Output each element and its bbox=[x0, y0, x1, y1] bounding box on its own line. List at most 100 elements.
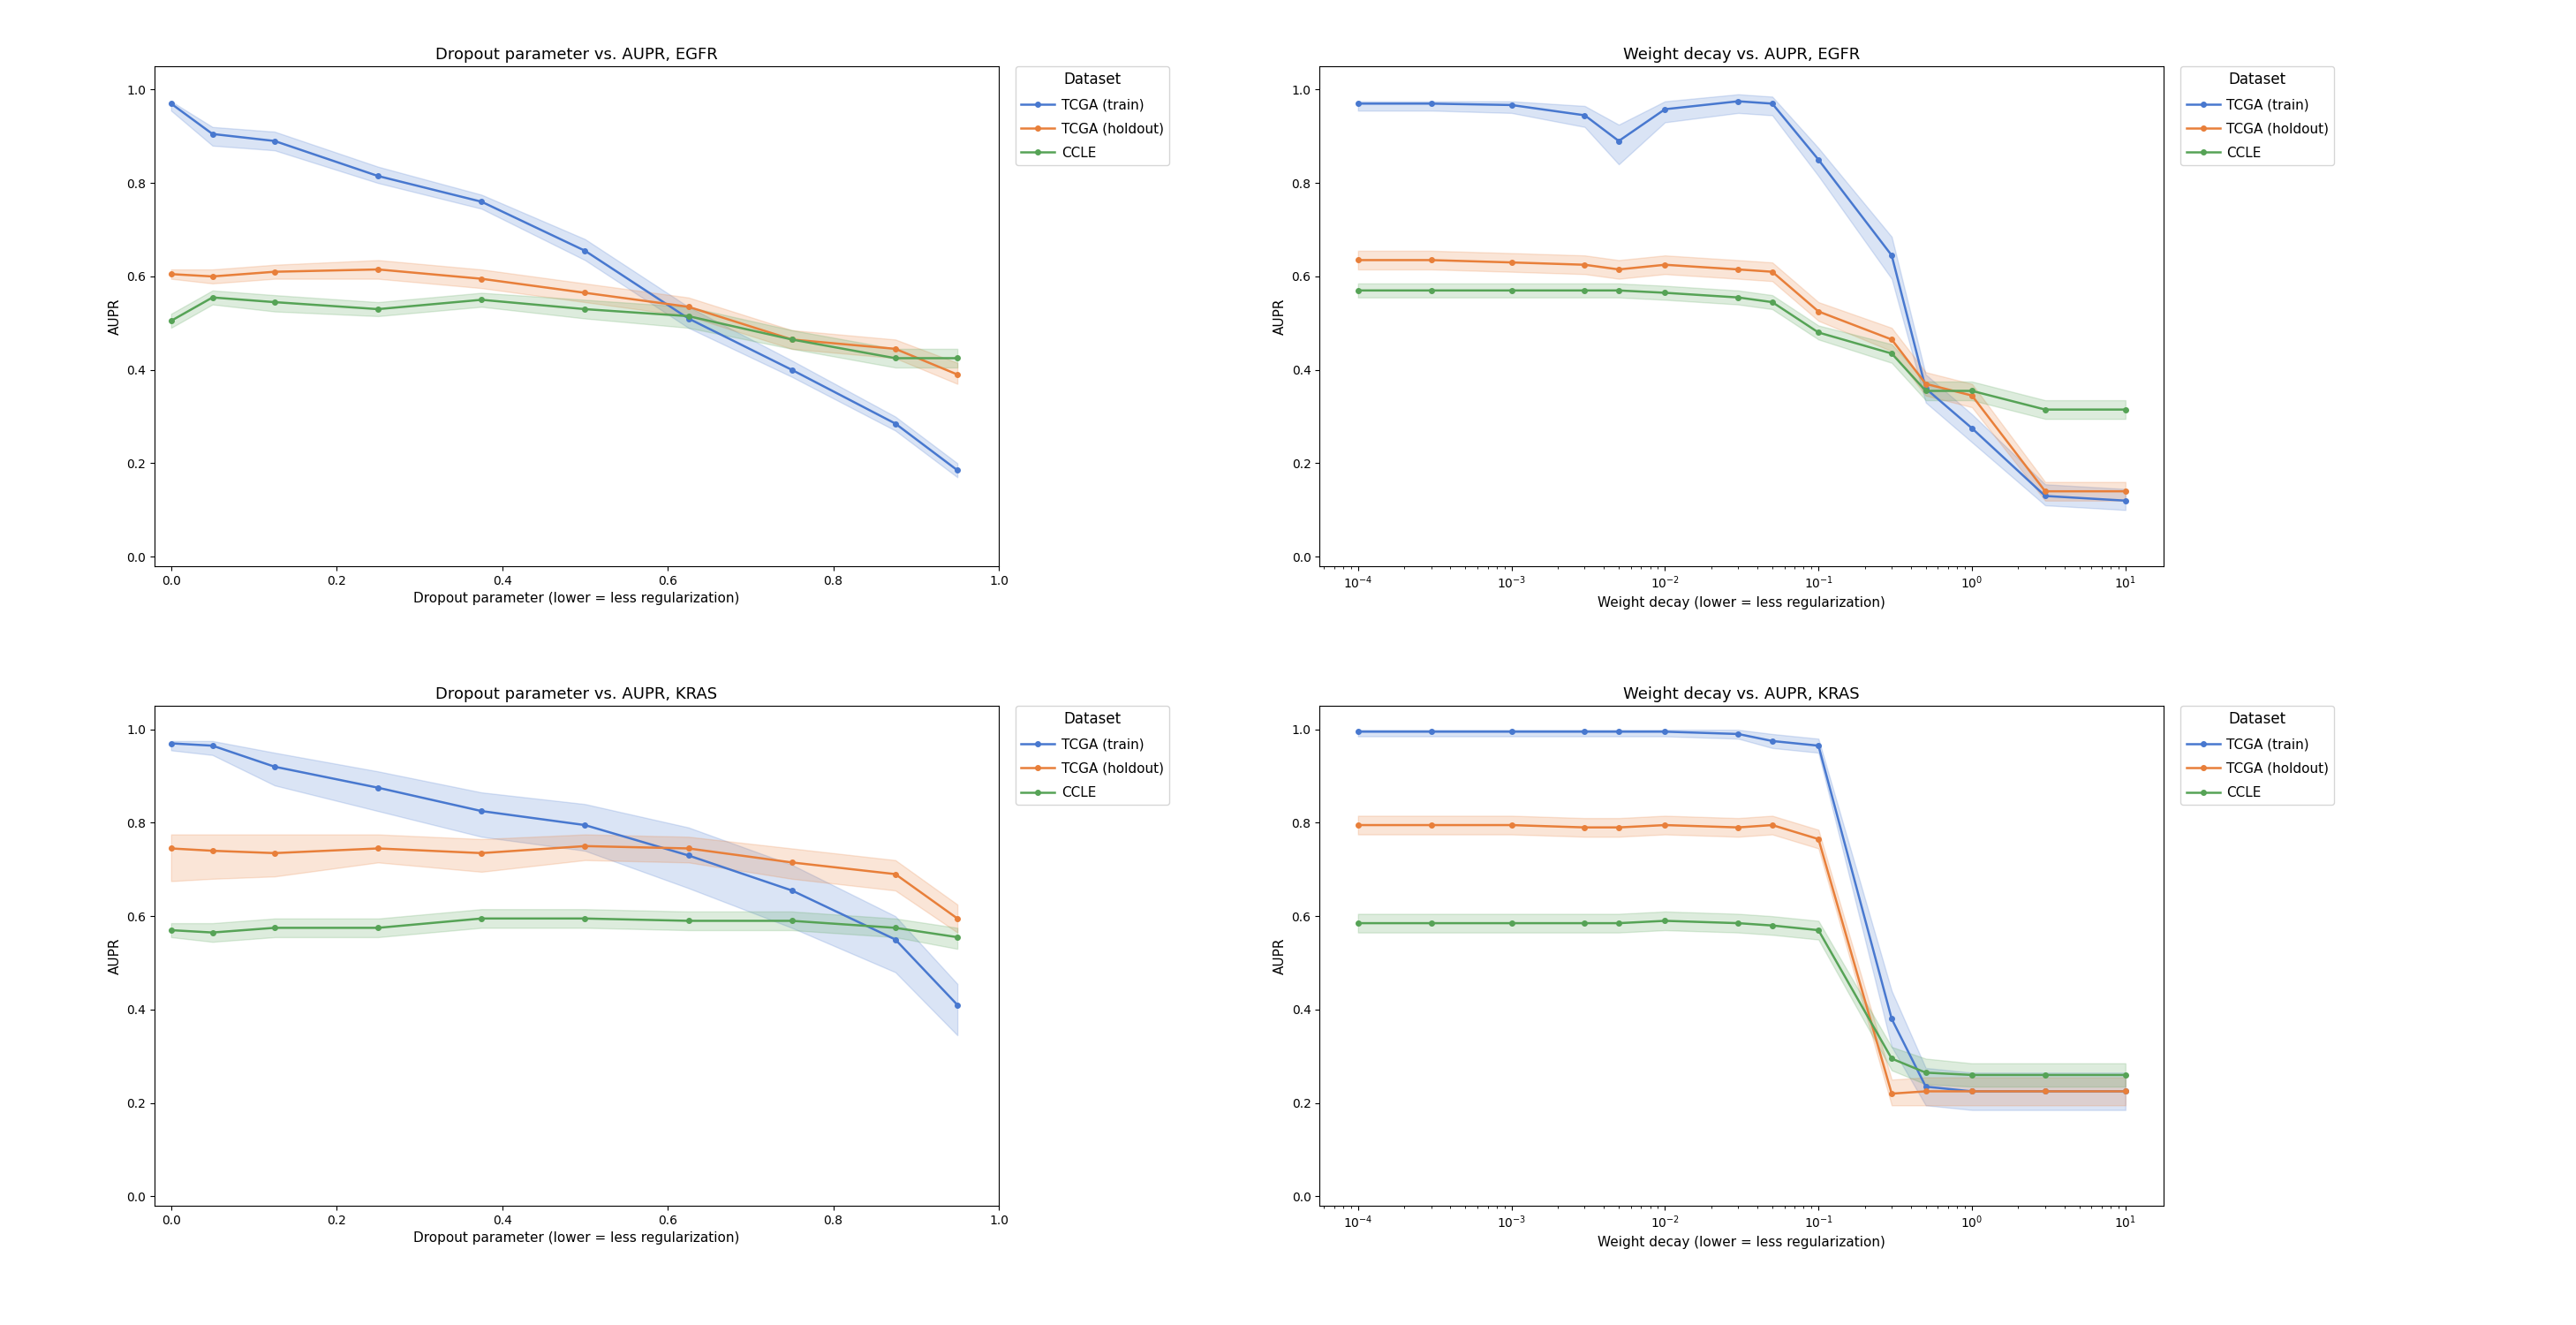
CCLE bbox=[1757, 917, 1788, 933]
CCLE bbox=[363, 920, 394, 935]
TCGA (train) bbox=[363, 779, 394, 795]
TCGA (holdout) bbox=[155, 266, 185, 282]
Line: TCGA (holdout): TCGA (holdout) bbox=[167, 266, 961, 378]
TCGA (holdout) bbox=[1911, 376, 1942, 392]
X-axis label: Dropout parameter (lower = less regularization): Dropout parameter (lower = less regulari… bbox=[415, 1232, 739, 1245]
TCGA (holdout) bbox=[672, 840, 703, 856]
TCGA (train) bbox=[1803, 152, 1834, 168]
TCGA (train) bbox=[569, 242, 600, 258]
TCGA (train) bbox=[1757, 733, 1788, 749]
Line: TCGA (train): TCGA (train) bbox=[167, 101, 961, 473]
Legend: TCGA (train), TCGA (holdout), CCLE: TCGA (train), TCGA (holdout), CCLE bbox=[2182, 66, 2334, 166]
CCLE bbox=[1497, 282, 1528, 298]
Line: TCGA (holdout): TCGA (holdout) bbox=[167, 844, 961, 921]
TCGA (holdout) bbox=[1958, 388, 1989, 404]
TCGA (holdout) bbox=[1417, 818, 1448, 833]
CCLE bbox=[672, 913, 703, 929]
TCGA (train) bbox=[1911, 380, 1942, 396]
TCGA (holdout) bbox=[1497, 254, 1528, 270]
Y-axis label: AUPR: AUPR bbox=[1273, 938, 1285, 974]
CCLE bbox=[943, 350, 974, 366]
X-axis label: Dropout parameter (lower = less regularization): Dropout parameter (lower = less regulari… bbox=[415, 592, 739, 606]
CCLE bbox=[1417, 916, 1448, 931]
TCGA (train) bbox=[1958, 1084, 1989, 1100]
CCLE bbox=[1649, 285, 1680, 301]
TCGA (holdout) bbox=[1649, 257, 1680, 273]
CCLE bbox=[1342, 916, 1373, 931]
TCGA (holdout) bbox=[1569, 819, 1600, 835]
Line: CCLE: CCLE bbox=[1355, 288, 2128, 412]
TCGA (holdout) bbox=[1342, 252, 1373, 268]
TCGA (holdout) bbox=[569, 839, 600, 855]
TCGA (holdout) bbox=[2110, 1084, 2141, 1100]
TCGA (train) bbox=[943, 996, 974, 1012]
CCLE bbox=[1417, 282, 1448, 298]
TCGA (train) bbox=[881, 931, 912, 947]
CCLE bbox=[260, 920, 291, 935]
Line: TCGA (train): TCGA (train) bbox=[167, 741, 961, 1007]
CCLE bbox=[155, 313, 185, 329]
Line: CCLE: CCLE bbox=[167, 295, 961, 360]
TCGA (train) bbox=[260, 132, 291, 148]
TCGA (holdout) bbox=[363, 261, 394, 277]
CCLE bbox=[1803, 325, 1834, 341]
TCGA (train) bbox=[260, 759, 291, 775]
TCGA (train) bbox=[1875, 1011, 1906, 1027]
TCGA (holdout) bbox=[2110, 484, 2141, 500]
Title: Dropout parameter vs. AUPR, EGFR: Dropout parameter vs. AUPR, EGFR bbox=[435, 46, 719, 62]
TCGA (holdout) bbox=[1958, 1084, 1989, 1100]
TCGA (holdout) bbox=[1723, 261, 1754, 277]
TCGA (holdout) bbox=[881, 867, 912, 882]
TCGA (train) bbox=[1497, 97, 1528, 113]
TCGA (holdout) bbox=[2030, 484, 2061, 500]
Y-axis label: AUPR: AUPR bbox=[108, 938, 121, 974]
CCLE bbox=[1649, 913, 1680, 929]
TCGA (train) bbox=[672, 310, 703, 326]
Line: CCLE: CCLE bbox=[1355, 918, 2128, 1077]
TCGA (train) bbox=[2110, 493, 2141, 509]
TCGA (holdout) bbox=[1723, 819, 1754, 835]
CCLE bbox=[775, 913, 806, 929]
TCGA (holdout) bbox=[943, 910, 974, 926]
TCGA (holdout) bbox=[672, 299, 703, 315]
CCLE bbox=[1342, 282, 1373, 298]
CCLE bbox=[1911, 383, 1942, 399]
CCLE bbox=[1803, 922, 1834, 938]
Line: TCGA (train): TCGA (train) bbox=[1355, 99, 2128, 504]
CCLE bbox=[1569, 282, 1600, 298]
TCGA (holdout) bbox=[1342, 818, 1373, 833]
Title: Weight decay vs. AUPR, EGFR: Weight decay vs. AUPR, EGFR bbox=[1623, 46, 1860, 62]
CCLE bbox=[2110, 1067, 2141, 1083]
CCLE bbox=[260, 294, 291, 310]
Line: TCGA (holdout): TCGA (holdout) bbox=[1355, 823, 2128, 1096]
TCGA (holdout) bbox=[1757, 264, 1788, 280]
TCGA (holdout) bbox=[1803, 831, 1834, 847]
TCGA (holdout) bbox=[775, 331, 806, 347]
CCLE bbox=[2030, 1067, 2061, 1083]
CCLE bbox=[363, 301, 394, 317]
TCGA (train) bbox=[1417, 95, 1448, 111]
CCLE bbox=[155, 922, 185, 938]
TCGA (holdout) bbox=[1649, 818, 1680, 833]
CCLE bbox=[1958, 1067, 1989, 1083]
TCGA (holdout) bbox=[260, 264, 291, 280]
TCGA (train) bbox=[1875, 248, 1906, 264]
TCGA (train) bbox=[943, 462, 974, 478]
TCGA (holdout) bbox=[1757, 818, 1788, 833]
TCGA (train) bbox=[1417, 723, 1448, 739]
TCGA (train) bbox=[881, 416, 912, 432]
TCGA (holdout) bbox=[155, 840, 185, 856]
CCLE bbox=[1569, 916, 1600, 931]
TCGA (train) bbox=[1569, 723, 1600, 739]
TCGA (holdout) bbox=[1803, 303, 1834, 319]
CCLE bbox=[1497, 916, 1528, 931]
TCGA (train) bbox=[2030, 488, 2061, 504]
TCGA (holdout) bbox=[1417, 252, 1448, 268]
TCGA (train) bbox=[1958, 420, 1989, 436]
TCGA (train) bbox=[1497, 723, 1528, 739]
Title: Weight decay vs. AUPR, KRAS: Weight decay vs. AUPR, KRAS bbox=[1623, 686, 1860, 702]
TCGA (train) bbox=[196, 126, 227, 142]
CCLE bbox=[466, 292, 497, 307]
CCLE bbox=[775, 331, 806, 347]
TCGA (holdout) bbox=[881, 341, 912, 356]
